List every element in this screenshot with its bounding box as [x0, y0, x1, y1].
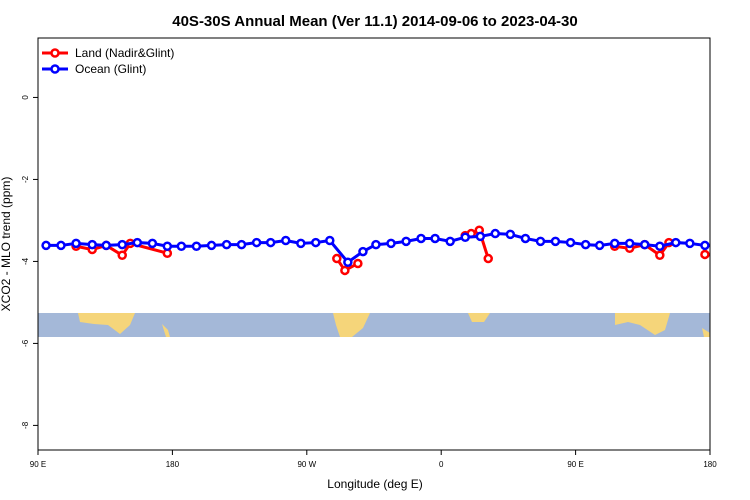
legend-label: Land (Nadir&Glint)	[75, 46, 174, 60]
data-point	[71, 238, 81, 249]
data-point	[520, 233, 531, 244]
data-point	[332, 253, 342, 264]
data-point	[700, 249, 710, 260]
data-point	[311, 237, 321, 248]
data-point	[87, 239, 97, 250]
land-shape	[702, 328, 710, 337]
data-point	[550, 236, 561, 247]
data-point	[371, 239, 381, 250]
data-point	[296, 238, 306, 249]
x-axis-label: Longitude (deg E)	[327, 477, 422, 491]
x-tick-label: 180	[166, 460, 180, 469]
x-tick-label: 90 W	[297, 460, 316, 469]
plot-frame	[37, 37, 711, 451]
legend-marker	[50, 64, 60, 74]
data-point	[535, 236, 546, 247]
data-point	[700, 240, 710, 251]
data-point	[475, 231, 486, 242]
y-tick-label: 0	[21, 95, 30, 100]
chart-title: 40S-30S Annual Mean (Ver 11.1) 2014-09-0…	[172, 13, 578, 30]
y-tick-label: -4	[21, 257, 30, 265]
data-point	[162, 241, 173, 252]
data-point	[460, 232, 470, 242]
data-point	[265, 237, 276, 248]
data-point	[639, 239, 650, 250]
legend-label: Ocean (Glint)	[75, 62, 146, 76]
data-point	[41, 240, 51, 251]
y-tick-label: -8	[21, 421, 30, 429]
land-shape	[78, 313, 135, 334]
data-point	[191, 241, 202, 252]
data-point	[624, 238, 635, 249]
map-strip	[38, 313, 710, 337]
data-point	[353, 258, 363, 269]
data-point	[565, 237, 576, 248]
land-shape	[468, 313, 490, 322]
data-point	[251, 237, 262, 248]
land-shape	[333, 313, 370, 337]
data-point	[430, 233, 440, 244]
data-point	[132, 237, 143, 248]
land-shape	[615, 313, 670, 335]
data-point	[280, 235, 291, 246]
data-point	[685, 238, 695, 249]
data-point	[176, 241, 187, 252]
y-tick-label: -6	[21, 339, 30, 347]
data-point	[343, 257, 353, 267]
data-point	[505, 229, 516, 240]
data-point	[221, 239, 232, 250]
data-point	[325, 235, 335, 246]
y-tick-label: -2	[21, 175, 30, 183]
x-tick-label: 90 E	[567, 460, 583, 469]
legend-marker	[50, 48, 60, 58]
data-point	[147, 238, 158, 249]
data-point	[416, 233, 426, 244]
x-tick-label: 0	[439, 460, 444, 469]
data-point	[117, 239, 127, 250]
data-point	[445, 236, 455, 247]
data-point	[655, 250, 665, 261]
data-point	[671, 237, 681, 248]
data-point	[609, 238, 620, 249]
data-point	[340, 265, 350, 276]
data-point	[655, 241, 665, 252]
data-point	[206, 240, 217, 251]
data-point	[490, 228, 501, 239]
data-point	[483, 253, 493, 264]
data-point	[101, 240, 111, 251]
data-point	[117, 250, 127, 261]
data-point	[236, 239, 247, 250]
data-point	[580, 239, 591, 250]
data-point	[358, 246, 368, 257]
land-shape	[162, 324, 170, 337]
x-tick-label: 90 E	[30, 460, 46, 469]
data-point	[401, 236, 411, 247]
data-point	[56, 240, 66, 251]
y-axis-label: XCO2 - MLO trend (ppm)	[0, 177, 13, 312]
ocean-strip	[38, 313, 710, 337]
x-tick-label: 180	[703, 460, 717, 469]
data-point	[386, 238, 396, 249]
data-point	[594, 240, 605, 251]
